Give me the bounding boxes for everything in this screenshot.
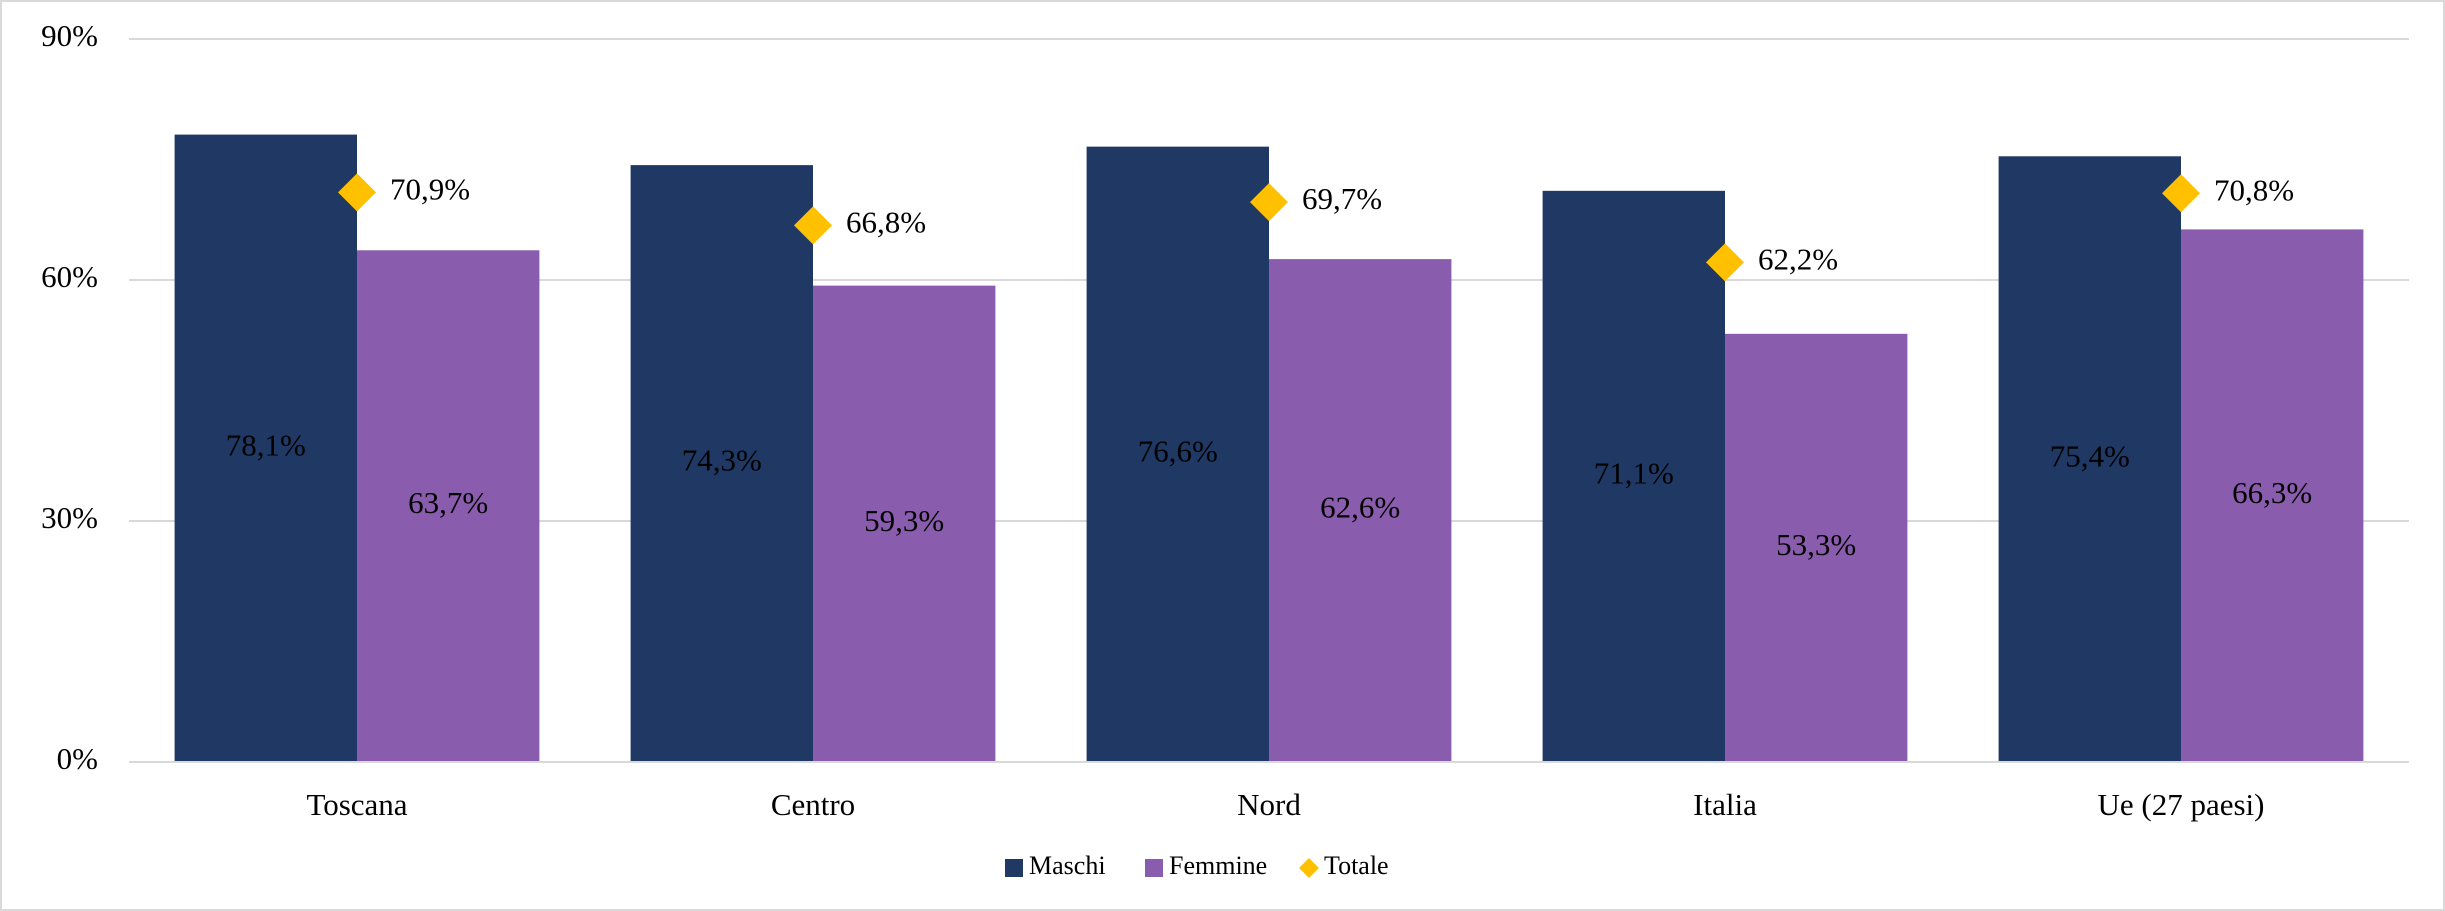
bar bbox=[1086, 146, 1269, 762]
data-label: 63,7% bbox=[408, 485, 488, 520]
legend-swatch bbox=[1299, 858, 1319, 878]
data-label: 62,2% bbox=[1758, 241, 1838, 276]
y-tick-label: 30% bbox=[41, 500, 98, 535]
bar bbox=[1542, 190, 1725, 762]
data-label: 53,3% bbox=[1776, 527, 1856, 562]
data-label: 66,8% bbox=[846, 204, 926, 239]
bar bbox=[1269, 259, 1452, 762]
data-label: 76,6% bbox=[1138, 433, 1218, 468]
data-label: 74,3% bbox=[682, 443, 762, 478]
total-marker bbox=[338, 173, 376, 212]
bar bbox=[630, 165, 813, 762]
total-marker bbox=[794, 206, 832, 245]
total-marker bbox=[1706, 243, 1744, 282]
y-tick-label: 60% bbox=[41, 259, 98, 294]
data-label: 70,8% bbox=[2214, 172, 2294, 207]
bar bbox=[813, 285, 996, 762]
data-label: 71,1% bbox=[1594, 456, 1674, 491]
legend-label: Totale bbox=[1324, 851, 1389, 880]
bar bbox=[2181, 229, 2364, 762]
data-label: 62,6% bbox=[1320, 490, 1400, 525]
data-label: 75,4% bbox=[2050, 438, 2130, 473]
x-tick-label: Ue (27 paesi) bbox=[2098, 787, 2265, 822]
legend-label: Femmine bbox=[1169, 851, 1267, 880]
data-label: 78,1% bbox=[226, 427, 306, 462]
total-marker bbox=[2162, 174, 2200, 213]
bar bbox=[174, 134, 357, 762]
y-tick-label: 0% bbox=[57, 741, 98, 776]
data-label: 66,3% bbox=[2232, 475, 2312, 510]
total-marker bbox=[1250, 183, 1288, 222]
x-tick-label: Nord bbox=[1237, 787, 1301, 822]
bar bbox=[1998, 156, 2181, 762]
data-label: 59,3% bbox=[864, 503, 944, 538]
x-tick-label: Italia bbox=[1693, 787, 1757, 822]
legend-swatch bbox=[1145, 859, 1163, 877]
x-tick-label: Centro bbox=[771, 787, 855, 822]
data-label: 69,7% bbox=[1302, 181, 1382, 216]
legend-label: Maschi bbox=[1029, 851, 1106, 880]
data-label: 70,9% bbox=[390, 172, 470, 207]
legend-swatch bbox=[1005, 859, 1023, 877]
y-tick-label: 90% bbox=[41, 18, 98, 53]
bar bbox=[1725, 333, 1908, 762]
bar bbox=[357, 250, 540, 762]
x-tick-label: Toscana bbox=[306, 787, 407, 822]
